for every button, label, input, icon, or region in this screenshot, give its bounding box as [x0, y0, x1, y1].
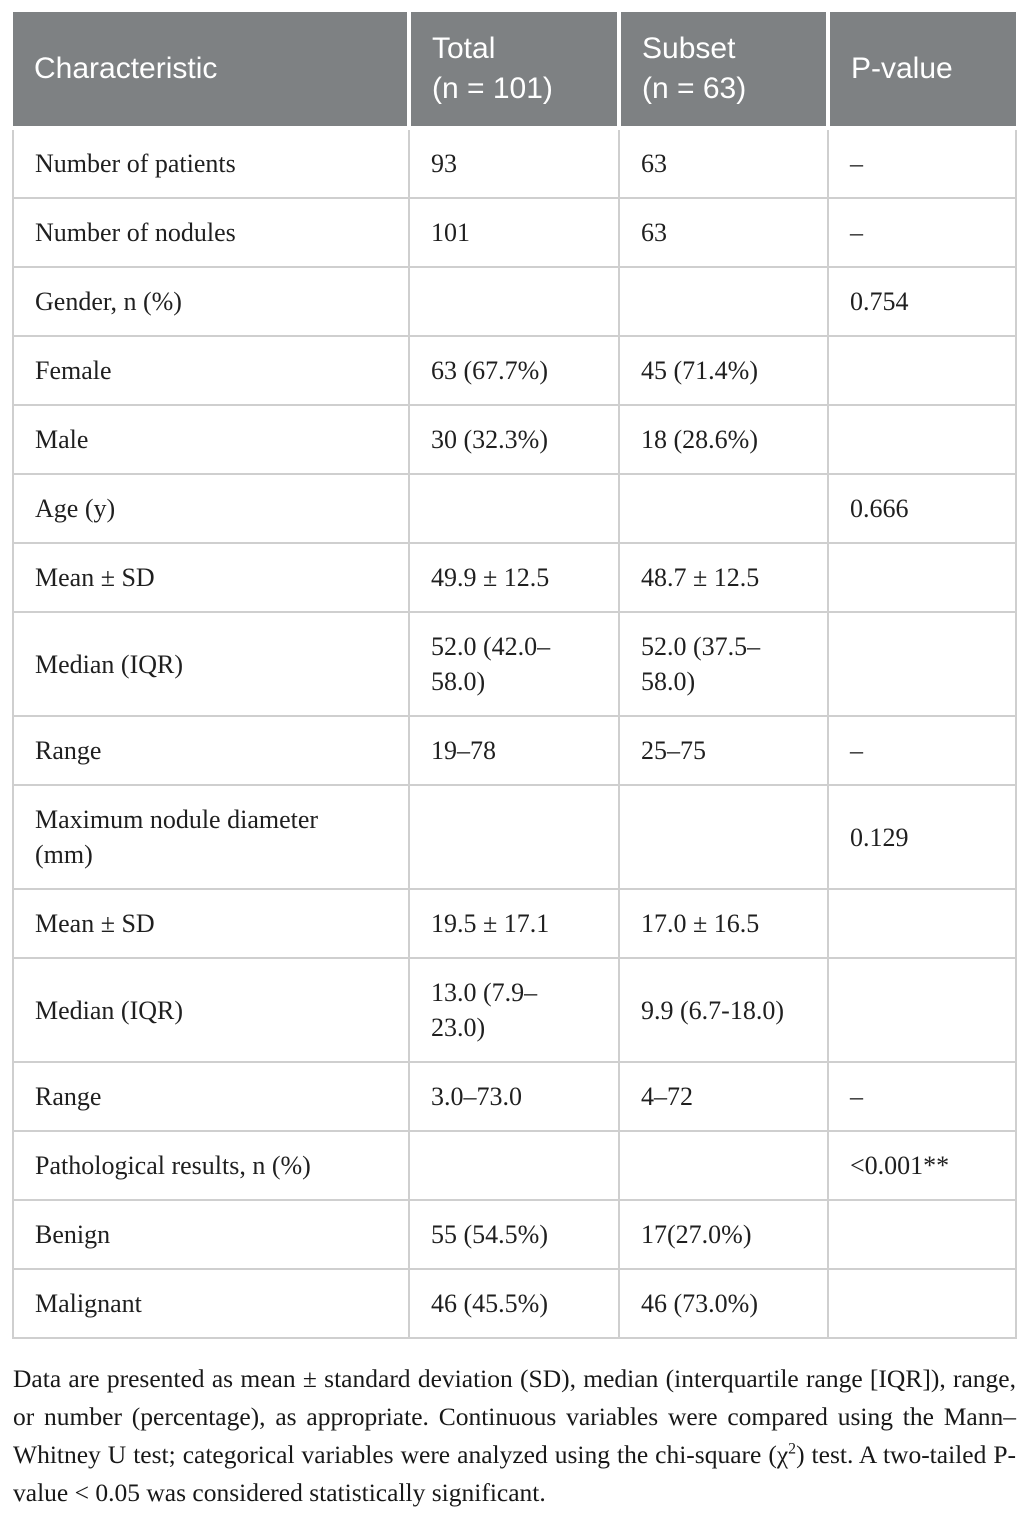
table-row: Malignant 46 (45.5%) 46 (73.0%)	[12, 1269, 1017, 1339]
chi-square-superscript: 2	[788, 1440, 797, 1458]
total-cell: 63 (67.7%)	[409, 336, 620, 406]
total-cell: 49.9 ± 12.5	[409, 543, 620, 613]
total-cell: 19–78	[409, 716, 620, 786]
characteristic-cell: Median (IQR)	[12, 958, 410, 1063]
p-value-cell	[828, 336, 1017, 406]
table-footnote: Data are presented as mean ± standard de…	[13, 1360, 1016, 1512]
total-cell: 93	[409, 128, 620, 199]
subset-cell: 63	[619, 128, 829, 199]
subset-cell: 4–72	[619, 1062, 829, 1132]
table-row: Number of nodules 101 63 –	[12, 198, 1017, 268]
table-row: Median (IQR) 13.0 (7.9– 23.0) 9.9 (6.7-1…	[12, 958, 1017, 1063]
characteristic-cell: Benign	[12, 1200, 410, 1270]
subset-cell: 52.0 (37.5– 58.0)	[619, 612, 829, 717]
subset-cell: 63	[619, 198, 829, 268]
total-cell: 3.0–73.0	[409, 1062, 620, 1132]
characteristic-cell: Age (y)	[12, 474, 410, 544]
total-cell: 46 (45.5%)	[409, 1269, 620, 1339]
p-value-cell	[828, 543, 1017, 613]
p-value-cell	[828, 889, 1017, 959]
characteristic-cell: Gender, n (%)	[12, 267, 410, 337]
p-value-cell	[828, 612, 1017, 717]
p-value-cell	[828, 958, 1017, 1063]
p-value-cell: –	[828, 128, 1017, 199]
table-row: Age (y) 0.666	[12, 474, 1017, 544]
subset-cell: 18 (28.6%)	[619, 405, 829, 475]
characteristic-cell: Mean ± SD	[12, 889, 410, 959]
subset-cell: 17.0 ± 16.5	[619, 889, 829, 959]
table-row: Gender, n (%) 0.754	[12, 267, 1017, 337]
subset-cell: 48.7 ± 12.5	[619, 543, 829, 613]
characteristic-cell: Range	[12, 716, 410, 786]
col-header-total: Total (n = 101)	[409, 12, 621, 130]
p-value-cell	[828, 405, 1017, 475]
total-cell: 30 (32.3%)	[409, 405, 620, 475]
table-row: Mean ± SD 19.5 ± 17.1 17.0 ± 16.5	[12, 889, 1017, 959]
p-value-cell	[828, 1269, 1017, 1339]
total-cell: 13.0 (7.9– 23.0)	[409, 958, 620, 1063]
subset-cell	[619, 267, 829, 337]
total-cell: 55 (54.5%)	[409, 1200, 620, 1270]
characteristic-cell: Maximum nodule diameter (mm)	[12, 785, 410, 890]
total-cell	[409, 267, 620, 337]
subset-cell: 25–75	[619, 716, 829, 786]
total-cell: 52.0 (42.0– 58.0)	[409, 612, 620, 717]
table-row: Male 30 (32.3%) 18 (28.6%)	[12, 405, 1017, 475]
characteristic-cell: Mean ± SD	[12, 543, 410, 613]
characteristic-cell: Male	[12, 405, 410, 475]
subset-cell	[619, 474, 829, 544]
table-row: Median (IQR) 52.0 (42.0– 58.0) 52.0 (37.…	[12, 612, 1017, 717]
p-value-cell: –	[828, 1062, 1017, 1132]
total-cell	[409, 785, 620, 890]
total-cell: 19.5 ± 17.1	[409, 889, 620, 959]
col-header-characteristic: Characteristic	[13, 12, 411, 130]
p-value-cell: –	[828, 198, 1017, 268]
characteristic-cell: Number of nodules	[12, 198, 410, 268]
patient-characteristics-table: Characteristic Total (n = 101) Subset (n…	[12, 12, 1017, 1339]
p-value-cell: 0.754	[828, 267, 1017, 337]
p-value-cell: –	[828, 716, 1017, 786]
p-value-cell	[828, 1200, 1017, 1270]
total-cell	[409, 474, 620, 544]
header-row: Characteristic Total (n = 101) Subset (n…	[13, 12, 1016, 130]
p-value-cell: 0.666	[828, 474, 1017, 544]
characteristic-cell: Range	[12, 1062, 410, 1132]
total-cell	[409, 1131, 620, 1201]
total-cell: 101	[409, 198, 620, 268]
col-header-subset: Subset (n = 63)	[619, 12, 830, 130]
table-row: Benign 55 (54.5%) 17(27.0%)	[12, 1200, 1017, 1270]
p-value-cell: <0.001**	[828, 1131, 1017, 1201]
subset-cell: 46 (73.0%)	[619, 1269, 829, 1339]
table-row: Range 3.0–73.0 4–72 –	[12, 1062, 1017, 1132]
table-row: Maximum nodule diameter (mm) 0.129	[12, 785, 1017, 890]
footnote-text-after-chi: ) test. A two-tailed P-value < 0.05 was …	[13, 1440, 1016, 1507]
footnote-text-before-chi: Data are presented as mean ± standard de…	[13, 1364, 1016, 1469]
table-row: Pathological results, n (%) <0.001**	[12, 1131, 1017, 1201]
subset-cell	[619, 1131, 829, 1201]
p-value-cell: 0.129	[828, 785, 1017, 890]
table-row: Mean ± SD 49.9 ± 12.5 48.7 ± 12.5	[12, 543, 1017, 613]
characteristic-cell: Pathological results, n (%)	[12, 1131, 410, 1201]
characteristic-cell: Median (IQR)	[12, 612, 410, 717]
table-row: Range 19–78 25–75 –	[12, 716, 1017, 786]
table-row: Female 63 (67.7%) 45 (71.4%)	[12, 336, 1017, 406]
col-header-p-value: P-value	[828, 12, 1016, 130]
subset-cell: 9.9 (6.7-18.0)	[619, 958, 829, 1063]
subset-cell: 45 (71.4%)	[619, 336, 829, 406]
characteristic-cell: Malignant	[12, 1269, 410, 1339]
characteristic-cell: Female	[12, 336, 410, 406]
table-row: Number of patients 93 63 –	[12, 128, 1017, 199]
subset-cell	[619, 785, 829, 890]
characteristic-cell: Number of patients	[12, 128, 410, 199]
subset-cell: 17(27.0%)	[619, 1200, 829, 1270]
